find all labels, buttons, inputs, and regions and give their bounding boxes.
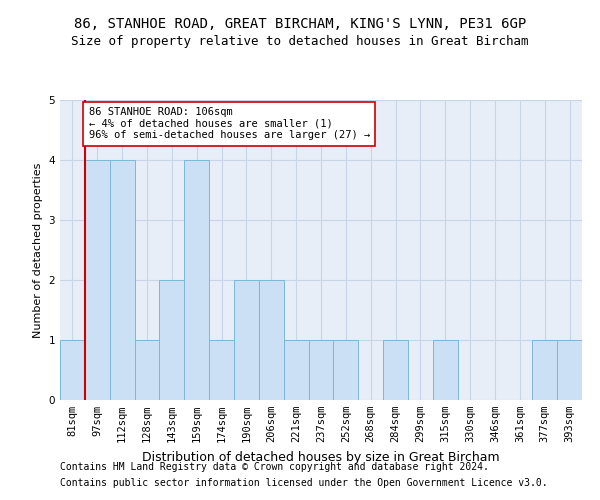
Bar	[284, 340, 308, 400]
Bar	[433, 340, 458, 400]
Bar	[234, 280, 259, 400]
Text: 86 STANHOE ROAD: 106sqm
← 4% of detached houses are smaller (1)
96% of semi-deta: 86 STANHOE ROAD: 106sqm ← 4% of detached…	[89, 107, 370, 140]
Bar	[134, 340, 160, 400]
Bar	[308, 340, 334, 400]
Bar	[110, 160, 134, 400]
Bar	[383, 340, 408, 400]
Bar	[334, 340, 358, 400]
Text: Contains public sector information licensed under the Open Government Licence v3: Contains public sector information licen…	[60, 478, 548, 488]
Bar	[184, 160, 209, 400]
Bar	[557, 340, 582, 400]
Bar	[160, 280, 184, 400]
X-axis label: Distribution of detached houses by size in Great Bircham: Distribution of detached houses by size …	[142, 450, 500, 464]
Y-axis label: Number of detached properties: Number of detached properties	[33, 162, 43, 338]
Text: Size of property relative to detached houses in Great Bircham: Size of property relative to detached ho…	[71, 35, 529, 48]
Bar	[209, 340, 234, 400]
Bar	[60, 340, 85, 400]
Bar	[85, 160, 110, 400]
Text: 86, STANHOE ROAD, GREAT BIRCHAM, KING'S LYNN, PE31 6GP: 86, STANHOE ROAD, GREAT BIRCHAM, KING'S …	[74, 18, 526, 32]
Bar	[532, 340, 557, 400]
Bar	[259, 280, 284, 400]
Text: Contains HM Land Registry data © Crown copyright and database right 2024.: Contains HM Land Registry data © Crown c…	[60, 462, 489, 472]
